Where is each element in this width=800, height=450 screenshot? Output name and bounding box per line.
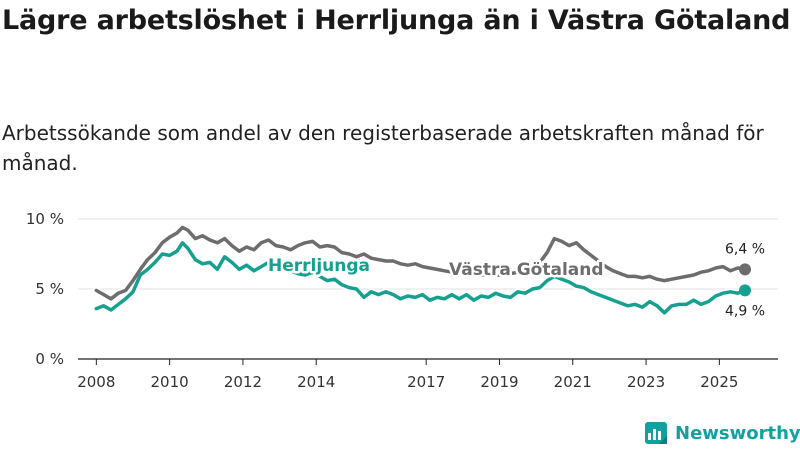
chart-title: Lägre arbetslöshet i Herrljunga än i Väs… [2, 5, 791, 36]
y-tick-label: 5 % [35, 280, 64, 298]
x-tick-label: 2014 [297, 373, 335, 391]
series-lines [92, 223, 752, 317]
series-end-point [739, 284, 752, 297]
x-axis: 2008 2010 2012 2014 2017 2019 2021 2023 2025 [77, 359, 738, 391]
newsworthy-logo: Newsworthy [645, 419, 800, 447]
x-tick-label: 2012 [224, 373, 262, 391]
series-label-vastra-gotaland: Västra Götaland [449, 260, 604, 280]
series-end-point [739, 263, 752, 276]
x-tick-label: 2023 [627, 373, 665, 391]
y-tick-labels: 0 % 5 % 10 % [26, 210, 64, 368]
brand-name: Newsworthy [675, 422, 800, 444]
series-label-herrljunga-halo: Herrljunga [268, 256, 370, 276]
x-tick-label: 2008 [77, 373, 115, 391]
y-tick-label: 10 % [26, 210, 64, 228]
newsworthy-logo-icon [645, 422, 667, 444]
end-value-herrljunga: 4,9 % [725, 303, 765, 319]
x-tick-label: 2021 [554, 373, 592, 391]
x-tick-label: 2025 [700, 373, 738, 391]
end-value-vastra-gotaland: 6,4 % [725, 241, 765, 257]
x-tick-label: 2017 [407, 373, 445, 391]
chart-subtitle: Arbetssökande som andel av den registerb… [2, 121, 764, 175]
series-label-vastra-gotaland-halo: Västra Götaland [449, 260, 604, 280]
series-line-herrljunga [94, 241, 747, 315]
x-tick-label: 2019 [480, 373, 518, 391]
series-line-vastra-gotaland [94, 225, 747, 301]
series-label-herrljunga: Herrljunga [268, 256, 370, 276]
y-tick-label: 0 % [35, 350, 64, 368]
x-tick-label: 2010 [151, 373, 189, 391]
grid-lines [78, 218, 778, 360]
